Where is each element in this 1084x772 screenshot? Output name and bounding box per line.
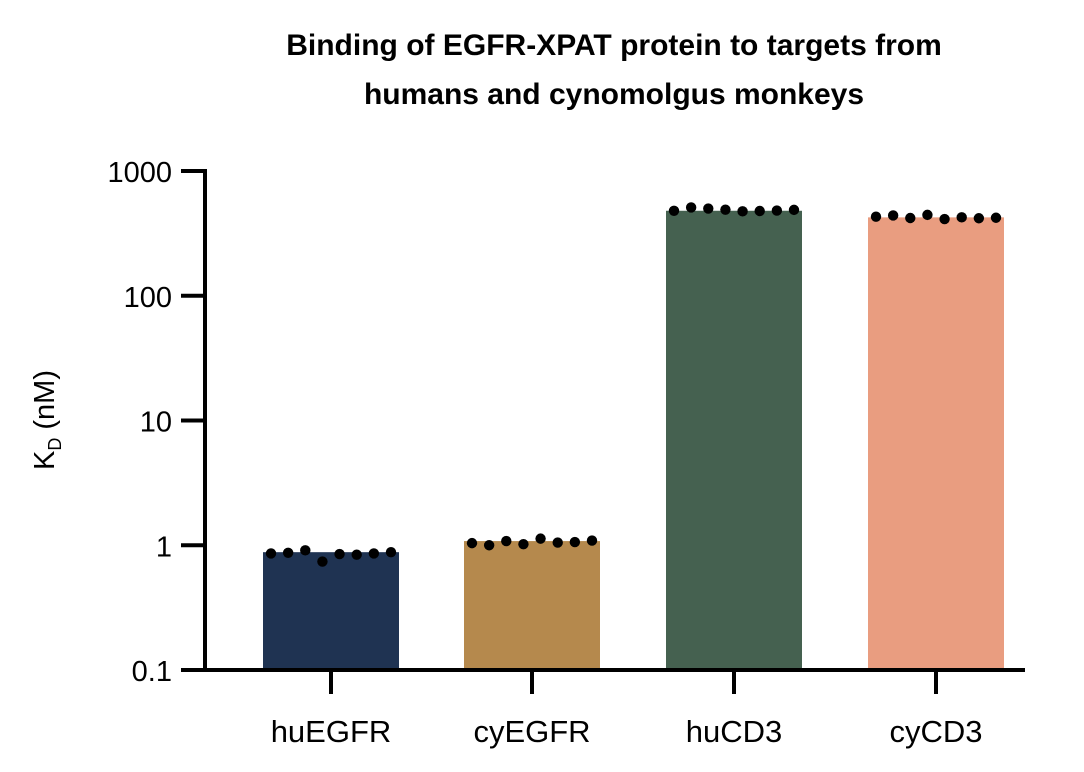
data-point-huCD3-7 [771, 205, 783, 216]
chart-title-line-2: humans and cynomolgus monkeys [364, 78, 864, 111]
bar-cyEGFR [464, 541, 600, 670]
bar-huEGFR [263, 552, 399, 670]
data-point-huEGFR-7 [368, 548, 380, 559]
x-tick-label-cyEGFR: cyEGFR [473, 714, 590, 749]
data-point-cyEGFR-2 [483, 540, 495, 551]
data-point-cyCD3-7 [973, 213, 985, 224]
y-axis-label: KD (nM) [29, 370, 65, 470]
y-tick-label-100: 100 [124, 282, 172, 314]
data-point-huCD3-6 [754, 205, 765, 217]
data-point-cyEGFR-7 [569, 536, 581, 548]
x-tick-label-huEGFR: huEGFR [271, 714, 392, 749]
data-point-cyEGFR-1 [466, 537, 478, 549]
y-tick-label-1000: 1000 [107, 157, 172, 189]
data-point-huCD3-4 [720, 204, 731, 215]
data-point-huEGFR-5 [334, 548, 345, 560]
axes-layer: 0.1 1 10 100 1000 huEGFR cyEGFR huCD3 cyCD3 [107, 157, 1025, 749]
y-tick-label-1: 1 [156, 531, 172, 563]
bar-cyCD3 [868, 217, 1004, 671]
data-point-cyEGFR-3 [501, 535, 512, 547]
data-point-huEGFR-1 [265, 548, 277, 559]
chart-title-line-1: Binding of EGFR-XPAT protein to targets … [286, 29, 942, 62]
data-point-cyCD3-3 [905, 212, 916, 224]
data-point-cyEGFR-6 [552, 537, 563, 548]
data-point-cyCD3-1 [870, 211, 882, 222]
x-tick-label-huCD3: huCD3 [686, 714, 783, 749]
data-point-huEGFR-2 [282, 547, 294, 558]
y-tick-label-10: 10 [140, 407, 172, 439]
data-point-huEGFR-6 [351, 549, 362, 560]
data-point-huEGFR-4 [317, 556, 328, 567]
data-point-cyCD3-8 [990, 212, 1002, 223]
y-axis-label-unit: (nM) [29, 370, 61, 438]
bar-huCD3 [666, 210, 802, 671]
data-point-huCD3-1 [668, 205, 680, 216]
y-axis-label-main: K [29, 450, 61, 470]
y-axis-label-subscript: D [45, 438, 65, 451]
data-point-cyCD3-4 [922, 209, 933, 221]
data-point-cyEGFR-8 [586, 535, 598, 546]
x-tick-label-cyCD3: cyCD3 [889, 714, 982, 749]
svg-text:KD (nM): KD (nM) [29, 370, 65, 470]
points-layer [265, 202, 1002, 567]
data-point-huEGFR-3 [300, 545, 311, 556]
data-point-huCD3-5 [737, 206, 748, 217]
data-point-cyEGFR-5 [535, 533, 546, 544]
y-tick-label-0.1: 0.1 [132, 656, 172, 688]
data-point-cyEGFR-4 [518, 538, 529, 550]
data-point-huCD3-2 [685, 202, 697, 213]
data-point-cyCD3-2 [887, 210, 899, 221]
data-point-huCD3-8 [788, 204, 800, 216]
bars-layer [263, 210, 1004, 671]
data-point-cyCD3-5 [939, 213, 950, 225]
data-point-huCD3-3 [703, 203, 714, 214]
data-point-huEGFR-8 [385, 546, 397, 558]
data-point-cyCD3-6 [956, 212, 967, 223]
